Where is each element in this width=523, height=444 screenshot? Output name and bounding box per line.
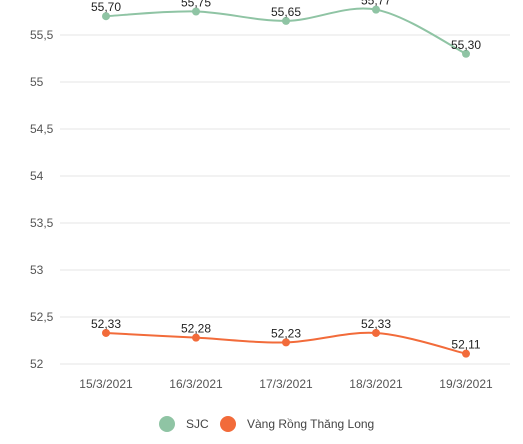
gridlines: [60, 34, 510, 365]
y-tick-label: 52,5: [30, 310, 54, 324]
x-tick-label: 15/3/2021: [79, 377, 133, 391]
data-point[interactable]: [372, 328, 380, 337]
x-tick-label: 18/3/2021: [349, 377, 403, 391]
data-label: 52,23: [271, 326, 301, 340]
legend-label: Vàng Rồng Thăng Long: [247, 417, 374, 431]
data-label: 52,28: [181, 322, 211, 336]
data-label: 52,11: [451, 338, 480, 352]
legend-item-sjc[interactable]: SJC: [159, 416, 209, 432]
data-point[interactable]: [192, 333, 200, 342]
data-label: 52,33: [91, 317, 121, 331]
data-point[interactable]: [102, 328, 110, 337]
data-label: 55,77: [361, 0, 391, 8]
data-point[interactable]: [282, 338, 290, 347]
legend-marker: [159, 416, 175, 432]
y-tick-label: 55: [30, 75, 44, 89]
series-vang-rong-thang-long: 52,33 52,28 52,23 52,33 52,11: [91, 317, 481, 358]
y-tick-label: 53,5: [30, 216, 54, 230]
series-sjc: 55,70 55,75 55,65 55,77 55,30: [91, 0, 481, 58]
y-tick-label: 54: [30, 169, 44, 183]
x-tick-label: 17/3/2021: [259, 377, 313, 391]
data-point[interactable]: [462, 349, 470, 358]
data-point[interactable]: [102, 12, 110, 21]
data-label: 52,33: [361, 317, 391, 331]
data-point[interactable]: [462, 49, 470, 58]
y-axis-tick-labels: 52 52,5 53 53,5 54 54,5 55 55,5: [30, 28, 54, 371]
x-axis-tick-labels: 15/3/2021 16/3/2021 17/3/2021 18/3/2021 19/3…: [79, 377, 493, 391]
x-tick-label: 16/3/2021: [169, 377, 223, 391]
legend: SJC Vàng Rồng Thăng Long: [159, 416, 374, 432]
legend-item-vang-rong-thang-long[interactable]: Vàng Rồng Thăng Long: [220, 416, 374, 432]
data-label: 55,75: [181, 0, 211, 10]
data-label: 55,65: [271, 5, 301, 19]
data-point[interactable]: [192, 7, 200, 16]
legend-label: SJC: [186, 417, 209, 431]
x-tick-label: 19/3/2021: [439, 377, 493, 391]
data-label: 55,70: [91, 0, 121, 14]
y-tick-label: 52: [30, 357, 44, 371]
legend-marker: [220, 416, 236, 432]
y-tick-label: 55,5: [30, 28, 54, 42]
series-lines: 55,70 55,75 55,65 55,77 55,30 52,33 52,28 52,23…: [91, 0, 481, 358]
data-label: 55,30: [451, 38, 481, 52]
data-point[interactable]: [372, 5, 380, 14]
data-point[interactable]: [282, 16, 290, 25]
y-tick-label: 54,5: [30, 122, 54, 136]
y-tick-label: 53: [30, 263, 44, 277]
